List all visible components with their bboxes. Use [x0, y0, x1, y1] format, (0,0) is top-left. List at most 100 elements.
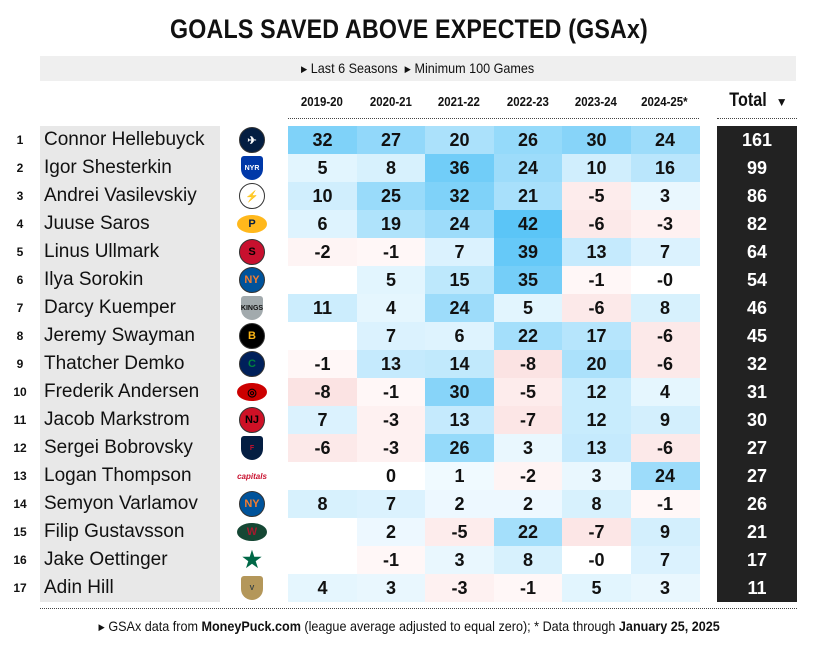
gsax-cell: 12 — [562, 378, 631, 406]
gsax-cell: 14 — [425, 350, 494, 378]
team-logo-icon: NY — [236, 267, 268, 293]
gsax-cell: 21 — [493, 182, 563, 210]
total-header-label: Total — [729, 90, 768, 111]
footer-prefix: GSAx data from — [108, 618, 202, 634]
rank-number: 15 — [13, 525, 27, 539]
season-header: 2024-25* — [631, 94, 699, 109]
gsax-cell: 7 — [630, 238, 700, 266]
goalie-name: Juuse Saros — [44, 213, 150, 234]
goalie-name: Semyon Varlamov — [44, 493, 198, 514]
team-logo-glyph: P — [237, 215, 267, 233]
team-logo-icon: P — [236, 211, 268, 237]
gsax-cell: -1 — [356, 238, 426, 266]
chart-title: GOALS SAVED ABOVE EXPECTED (GSAx) — [170, 14, 648, 44]
rank-number: 8 — [16, 329, 24, 343]
total-column-header[interactable]: Total ▼ — [717, 90, 797, 112]
team-logo-icon: NJ — [236, 407, 268, 433]
gsax-cell: 3 — [425, 546, 494, 574]
rank-number: 12 — [13, 441, 27, 455]
gsax-cell: 25 — [356, 182, 426, 210]
gsax-cell — [288, 266, 357, 294]
team-logo-glyph: NJ — [239, 407, 265, 433]
gsax-cell: 8 — [288, 490, 357, 518]
gsax-cell: 3 — [356, 574, 426, 602]
gsax-cell: 24 — [630, 126, 700, 154]
team-logo-glyph: V — [241, 576, 263, 600]
rank-number: 5 — [16, 245, 24, 259]
goalie-name: Ilya Sorokin — [44, 269, 144, 290]
total-header-divider — [717, 118, 797, 119]
gsax-cell: 8 — [356, 154, 426, 182]
team-logo-icon: F — [236, 435, 268, 461]
gsax-cell: 8 — [562, 490, 631, 518]
gsax-cell: -6 — [630, 350, 700, 378]
gsax-cell: 26 — [493, 126, 563, 154]
rank-number: 17 — [13, 581, 27, 595]
gsax-cell: 39 — [493, 238, 563, 266]
rank-number: 14 — [13, 497, 27, 511]
gsax-cell: -3 — [630, 210, 700, 238]
header-divider — [288, 118, 699, 119]
gsax-cell: 19 — [356, 210, 426, 238]
gsax-cell: 0 — [356, 462, 426, 490]
total-cell: 46 — [717, 294, 797, 322]
total-cell: 17 — [717, 546, 797, 574]
team-logo-glyph: S — [239, 239, 265, 265]
team-logo-glyph: capitals — [236, 467, 268, 485]
team-logo-glyph: F — [241, 436, 263, 460]
team-logo-icon: capitals — [236, 463, 268, 489]
gsax-cell: 13 — [562, 238, 631, 266]
gsax-cell: -3 — [425, 574, 494, 602]
sort-desc-icon[interactable]: ▼ — [775, 95, 788, 109]
team-logo-glyph: KINGS — [241, 296, 263, 320]
gsax-cell: 7 — [356, 322, 426, 350]
team-logo-glyph: ★ — [239, 547, 265, 572]
goalie-name: Jeremy Swayman — [44, 325, 195, 346]
gsax-cell: -8 — [288, 378, 357, 406]
gsax-cell: -2 — [493, 462, 563, 490]
rank-number: 10 — [13, 385, 27, 399]
team-logo-icon: ⚡ — [236, 183, 268, 209]
gsax-cell — [288, 462, 357, 490]
team-logo-glyph: ✈ — [239, 127, 265, 153]
goalie-name: Connor Hellebuyck — [44, 129, 205, 150]
team-logo-icon: B — [236, 323, 268, 349]
gsax-cell: -1 — [630, 490, 700, 518]
gsax-cell: 26 — [425, 434, 494, 462]
gsax-cell: 36 — [425, 154, 494, 182]
total-cell: 11 — [717, 574, 797, 602]
goalie-name: Andrei Vasilevskiy — [44, 185, 197, 206]
gsax-cell: -6 — [630, 434, 700, 462]
gsax-cell: 5 — [493, 294, 563, 322]
team-logo-icon: NY — [236, 491, 268, 517]
total-cell: 30 — [717, 406, 797, 434]
gsax-cell: 5 — [356, 266, 426, 294]
goalie-name: Frederik Andersen — [44, 381, 200, 402]
gsax-cell: 13 — [562, 434, 631, 462]
rank-number: 11 — [13, 413, 27, 427]
goalie-name: Sergei Bobrovsky — [44, 437, 193, 458]
footer-note: ▶ GSAx data from MoneyPuck.com (league av… — [0, 618, 818, 634]
gsax-cell: 22 — [493, 518, 563, 546]
team-logo-icon: ✈ — [236, 127, 268, 153]
gsax-cell: 13 — [356, 350, 426, 378]
gsax-cell: 24 — [425, 294, 494, 322]
total-cell: 32 — [717, 350, 797, 378]
total-cell: 27 — [717, 434, 797, 462]
gsax-cell: 4 — [630, 378, 700, 406]
gsax-cell: 15 — [425, 266, 494, 294]
team-logo-glyph: NYR — [241, 156, 263, 180]
team-logo-glyph: W — [237, 523, 267, 541]
gsax-cell: 24 — [425, 210, 494, 238]
gsax-cell: -1 — [562, 266, 631, 294]
gsax-cell: 2 — [425, 490, 494, 518]
total-cell: 31 — [717, 378, 797, 406]
goalie-name: Filip Gustavsson — [44, 521, 185, 542]
gsax-cell: 3 — [630, 182, 700, 210]
rank-number: 7 — [16, 301, 24, 315]
total-cell: 161 — [717, 126, 797, 154]
team-logo-glyph: ⚡ — [239, 183, 265, 209]
total-cell: 21 — [717, 518, 797, 546]
goalie-name: Logan Thompson — [44, 465, 192, 486]
gsax-cell: 30 — [562, 126, 631, 154]
